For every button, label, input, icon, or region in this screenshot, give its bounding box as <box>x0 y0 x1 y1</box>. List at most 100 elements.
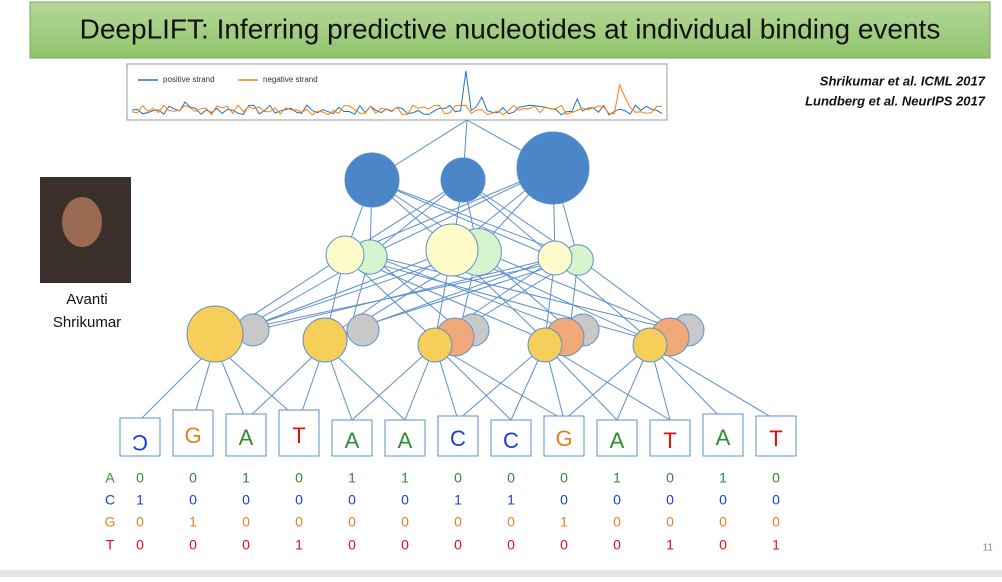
sequence-letter: C <box>503 428 519 453</box>
title-banner <box>29 1 991 59</box>
connection <box>351 344 436 421</box>
matrix-cell: 0 <box>507 514 515 530</box>
matrix-cell: 0 <box>136 470 144 486</box>
legend-label: positive strand <box>163 75 215 84</box>
connection <box>457 344 546 421</box>
matrix-cell: 0 <box>666 492 674 508</box>
sequence-letter: A <box>716 425 731 450</box>
sequence-letter: T <box>663 428 676 453</box>
matrix-cell: 0 <box>189 537 197 553</box>
inset-chart <box>126 63 668 121</box>
letter-box <box>172 409 214 457</box>
matrix-cell: 0 <box>348 514 356 530</box>
letter-box <box>278 409 320 457</box>
connection <box>344 167 554 256</box>
connection <box>563 344 651 421</box>
matrix-cell: 0 <box>454 537 462 553</box>
matrix-cell: 0 <box>507 470 515 486</box>
matrix-cell: 0 <box>401 492 409 508</box>
matrix-cell: 1 <box>454 492 462 508</box>
sequence-letter: C <box>450 426 466 451</box>
row-label: A <box>105 470 115 486</box>
matrix-cell: 1 <box>136 492 144 508</box>
node <box>346 313 380 347</box>
matrix-cell: 0 <box>613 537 621 553</box>
row-label: T <box>106 537 115 553</box>
matrix-cell: 0 <box>454 470 462 486</box>
connection <box>649 344 777 421</box>
matrix-cell: 0 <box>507 537 515 553</box>
matrix-cell: 0 <box>613 492 621 508</box>
matrix-cell: 1 <box>189 514 197 530</box>
matrix-cell: 0 <box>719 492 727 508</box>
matrix-cell: 1 <box>242 470 250 486</box>
author-name: Avanti <box>66 291 107 308</box>
matrix-cell: 1 <box>772 537 780 553</box>
letter-box <box>384 419 426 457</box>
matrix-cell: 0 <box>560 537 568 553</box>
footer-bar <box>0 570 1002 577</box>
citation: Lundberg et al. NeurIPS 2017 <box>805 93 986 108</box>
matrix-cell: 0 <box>560 470 568 486</box>
connection <box>371 179 556 259</box>
matrix-cell: 0 <box>401 537 409 553</box>
author-name: Shrikumar <box>53 314 121 331</box>
matrix-cell: 0 <box>242 514 250 530</box>
node <box>325 235 365 275</box>
row-label: C <box>105 492 115 508</box>
letter-box <box>596 419 638 457</box>
sequence-letter: A <box>610 428 625 453</box>
matrix-cell: 1 <box>560 514 568 530</box>
sequence-letter: A <box>239 425 254 450</box>
matrix-cell: 0 <box>189 492 197 508</box>
author-photo-face <box>62 197 102 247</box>
matrix-cell: 0 <box>772 470 780 486</box>
matrix-cell: 0 <box>560 492 568 508</box>
matrix-cell: 0 <box>295 470 303 486</box>
inset-trace <box>131 83 663 116</box>
matrix-cell: 1 <box>295 537 303 553</box>
sequence-letter: A <box>345 428 360 453</box>
connection <box>434 344 565 421</box>
matrix-cell: 1 <box>613 470 621 486</box>
letter-box <box>225 413 267 457</box>
node <box>344 152 400 208</box>
node <box>516 131 590 205</box>
matrix-cell: 0 <box>772 514 780 530</box>
matrix-cell: 0 <box>401 514 409 530</box>
row-label: G <box>105 514 116 530</box>
node <box>186 305 244 363</box>
node <box>302 317 348 363</box>
one-hot-matrix: A 0 0 1 0 1 1 0 0 0 1 0 1 0 C 1 0 0 0 0 0 1 1 0 0 0 0 0 G 0 1 0 0 0 0 0 0 1 0 0… <box>105 470 781 553</box>
sequence-letter: G <box>555 426 572 451</box>
network <box>139 119 777 421</box>
sequence-letter: A <box>398 428 413 453</box>
matrix-cell: 0 <box>348 492 356 508</box>
matrix-cell: 0 <box>666 470 674 486</box>
matrix-cell: 0 <box>136 514 144 530</box>
sequence-letter: C <box>132 430 148 455</box>
letter-box <box>649 419 691 457</box>
connection <box>349 257 579 331</box>
letter-box <box>437 415 479 457</box>
matrix-cell: 1 <box>507 492 515 508</box>
matrix-cell: 0 <box>242 537 250 553</box>
matrix-cell: 1 <box>348 470 356 486</box>
letter-box <box>543 415 585 457</box>
matrix-cell: 0 <box>719 537 727 553</box>
node <box>417 327 453 363</box>
connection <box>434 344 512 421</box>
connection <box>577 257 676 331</box>
sequence-letter: G <box>184 423 201 448</box>
node <box>632 327 668 363</box>
matrix-cell: 0 <box>719 514 727 530</box>
matrix-cell: 0 <box>189 470 197 486</box>
sequence-letter: T <box>292 423 305 448</box>
matrix-cell: 0 <box>242 492 250 508</box>
node <box>425 223 479 277</box>
matrix-cell: 0 <box>348 537 356 553</box>
matrix-cell: 0 <box>454 514 462 530</box>
matrix-cell: 0 <box>295 514 303 530</box>
matrix-cell: 1 <box>401 470 409 486</box>
